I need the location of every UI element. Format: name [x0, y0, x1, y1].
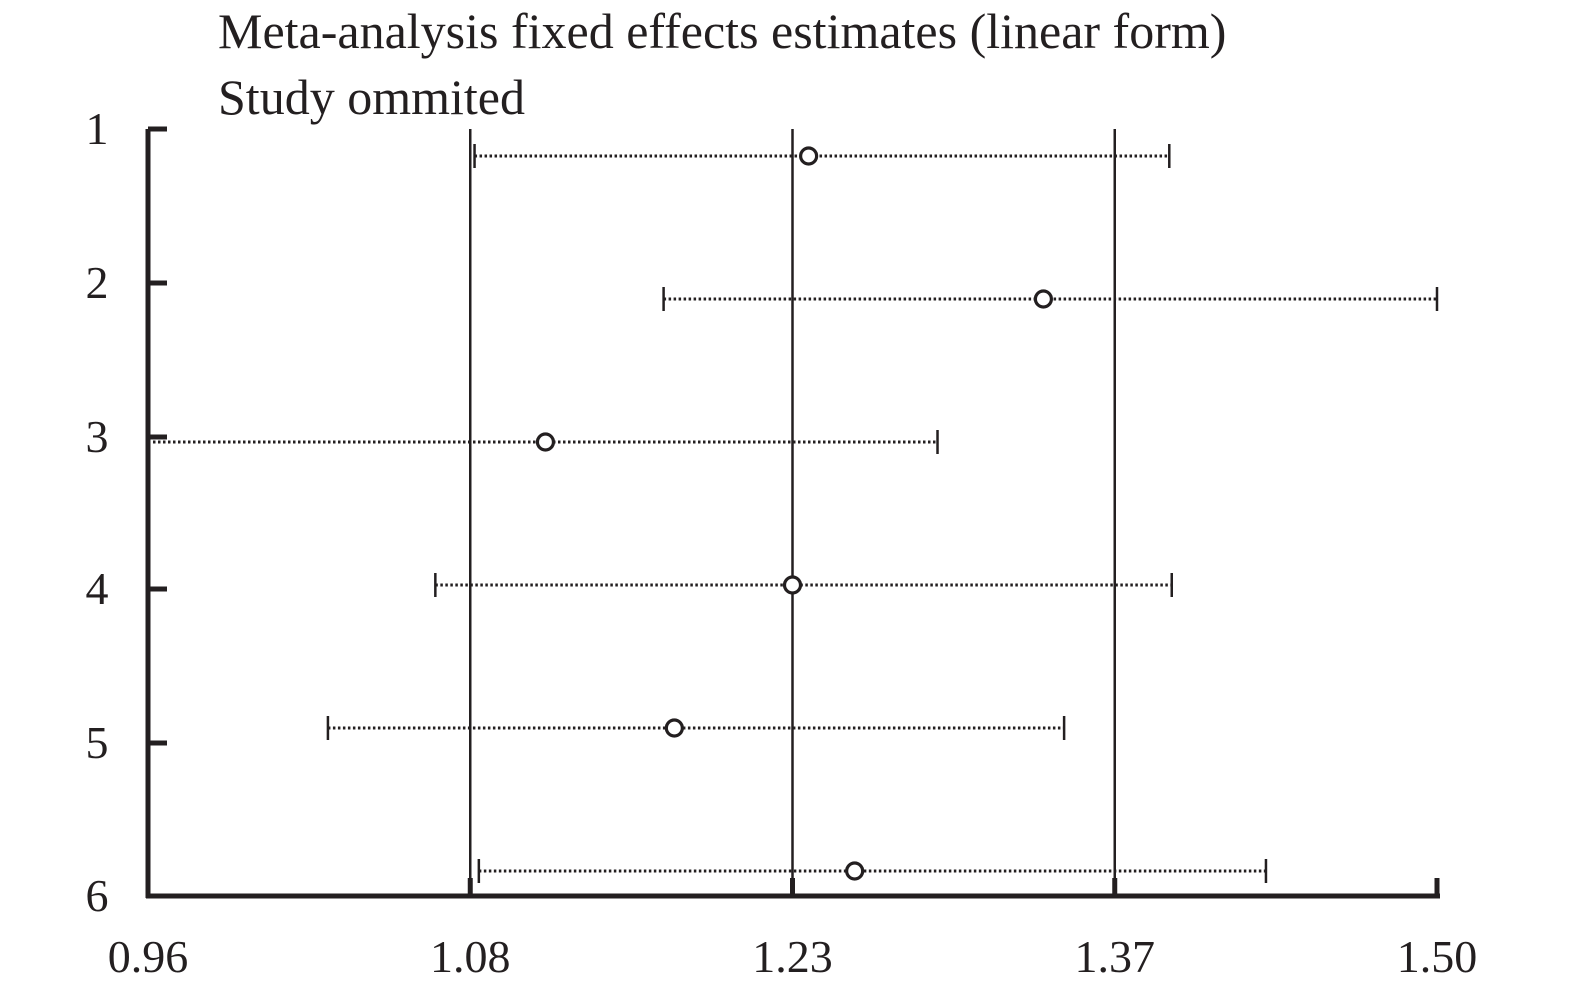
y-ticks: 1 2 3 4 5 6 [86, 103, 167, 921]
x-ticks: 0.96 1.08 1.23 1.37 1.50 [108, 878, 1478, 982]
reference-lines [469, 129, 1116, 896]
study-row-4 [434, 573, 1174, 597]
estimate-point-5 [664, 718, 684, 738]
study-row-2 [662, 287, 1439, 311]
x-tick-label-5: 1.50 [1397, 931, 1478, 982]
estimate-point-4 [782, 575, 803, 595]
estimate-point-6 [845, 861, 865, 881]
x-tick-label-3: 1.23 [752, 931, 833, 982]
x-tick-label-4: 1.37 [1075, 931, 1156, 982]
study-row-3 [148, 430, 939, 454]
estimate-point-1 [799, 146, 819, 166]
study-row-1 [473, 144, 1171, 168]
chart-title: Meta-analysis fixed effects estimates (l… [218, 3, 1227, 59]
chart-subtitle: Study ommited [218, 69, 525, 125]
x-tick-label-1: 0.96 [108, 931, 189, 982]
estimate-point-2 [1033, 289, 1053, 309]
y-tick-label-3: 3 [86, 411, 109, 462]
y-tick-label-2: 2 [86, 257, 109, 308]
x-tick-label-2: 1.08 [430, 931, 511, 982]
study-row-5 [326, 716, 1066, 740]
study-row-6 [477, 859, 1268, 883]
study-rows [148, 144, 1439, 883]
estimate-point-3 [535, 432, 556, 452]
y-tick-label-6: 6 [86, 870, 109, 921]
y-tick-label-4: 4 [86, 563, 109, 614]
y-tick-label-1: 1 [86, 103, 109, 154]
y-tick-label-5: 5 [86, 717, 109, 768]
